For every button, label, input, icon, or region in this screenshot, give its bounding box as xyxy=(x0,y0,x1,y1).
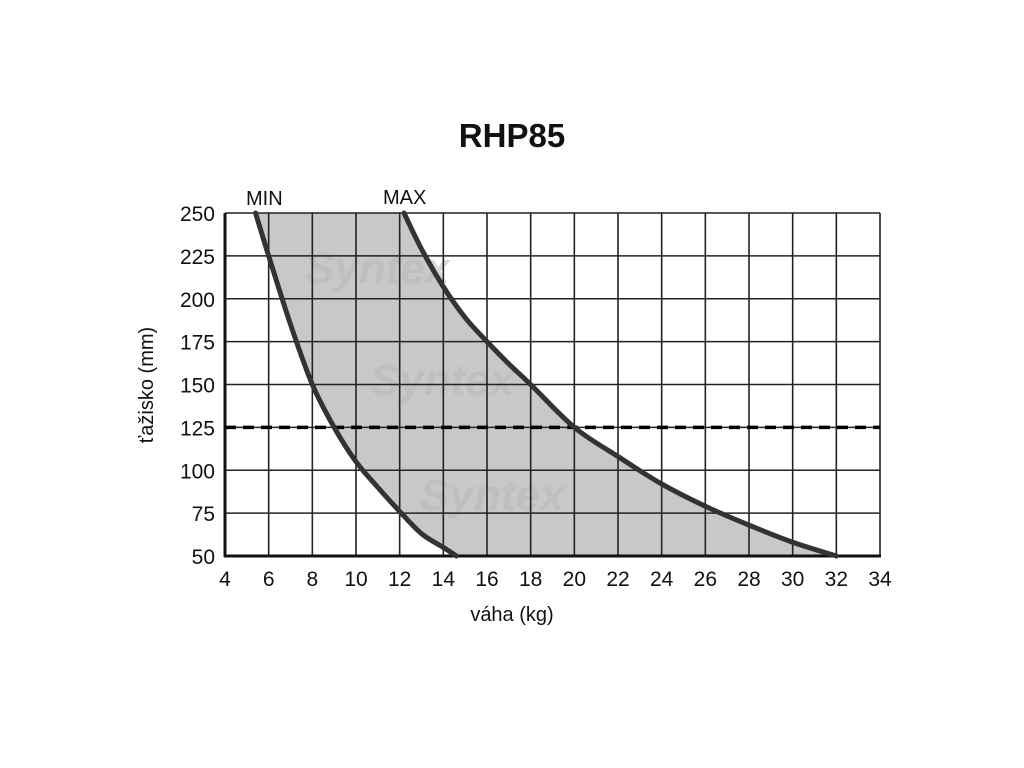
x-tick-label: 24 xyxy=(650,568,674,591)
x-tick-label: 20 xyxy=(563,568,586,591)
y-tick-label: 225 xyxy=(180,246,215,269)
chart-title: RHP85 xyxy=(459,117,565,154)
y-tick-label: 150 xyxy=(180,375,215,398)
x-tick-label: 4 xyxy=(219,568,231,591)
y-tick-label: 250 xyxy=(180,203,215,226)
x-tick-label: 16 xyxy=(475,568,498,591)
x-tick-label: 10 xyxy=(344,568,367,591)
x-tick-label: 12 xyxy=(388,568,411,591)
x-tick-label: 32 xyxy=(825,568,848,591)
y-tick-label: 100 xyxy=(180,460,215,483)
series-label-min: MIN xyxy=(246,188,283,210)
x-tick-label: 6 xyxy=(263,568,275,591)
series-line-min xyxy=(253,210,459,559)
y-tick-label: 175 xyxy=(180,332,215,355)
watermark-text: Syntex xyxy=(305,244,451,293)
x-tick-label: 18 xyxy=(519,568,542,591)
series-line-max xyxy=(401,210,839,559)
y-tick-label: 50 xyxy=(192,546,215,569)
x-tick-label: 30 xyxy=(781,568,804,591)
x-tick-label: 22 xyxy=(606,568,629,591)
x-tick-label: 8 xyxy=(306,568,318,591)
y-tick-label: 75 xyxy=(192,503,215,526)
y-tick-label: 125 xyxy=(180,417,215,440)
x-tick-label: 14 xyxy=(432,568,456,591)
y-tick-label: 200 xyxy=(180,289,215,312)
x-tick-label: 26 xyxy=(694,568,717,591)
watermark-text: Syntex xyxy=(420,471,566,520)
x-tick-label: 34 xyxy=(868,568,892,591)
series-label-max: MAX xyxy=(383,187,426,209)
x-tick-label: 28 xyxy=(737,568,760,591)
y-axis-label: ťažisko (mm) xyxy=(136,327,158,443)
x-axis-label: váha (kg) xyxy=(470,604,553,626)
